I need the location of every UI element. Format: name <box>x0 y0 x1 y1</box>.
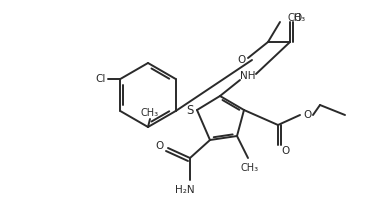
Text: S: S <box>186 104 194 117</box>
Text: O: O <box>303 110 311 120</box>
Text: Cl: Cl <box>95 74 105 84</box>
Text: CH₃: CH₃ <box>241 163 259 173</box>
Text: NH: NH <box>240 71 256 81</box>
Text: CH₃: CH₃ <box>141 108 159 118</box>
Text: O: O <box>293 13 301 23</box>
Text: CH₃: CH₃ <box>288 13 306 23</box>
Text: O: O <box>237 55 245 65</box>
Text: H₂N: H₂N <box>175 185 195 195</box>
Text: O: O <box>281 146 289 156</box>
Text: O: O <box>156 141 164 151</box>
